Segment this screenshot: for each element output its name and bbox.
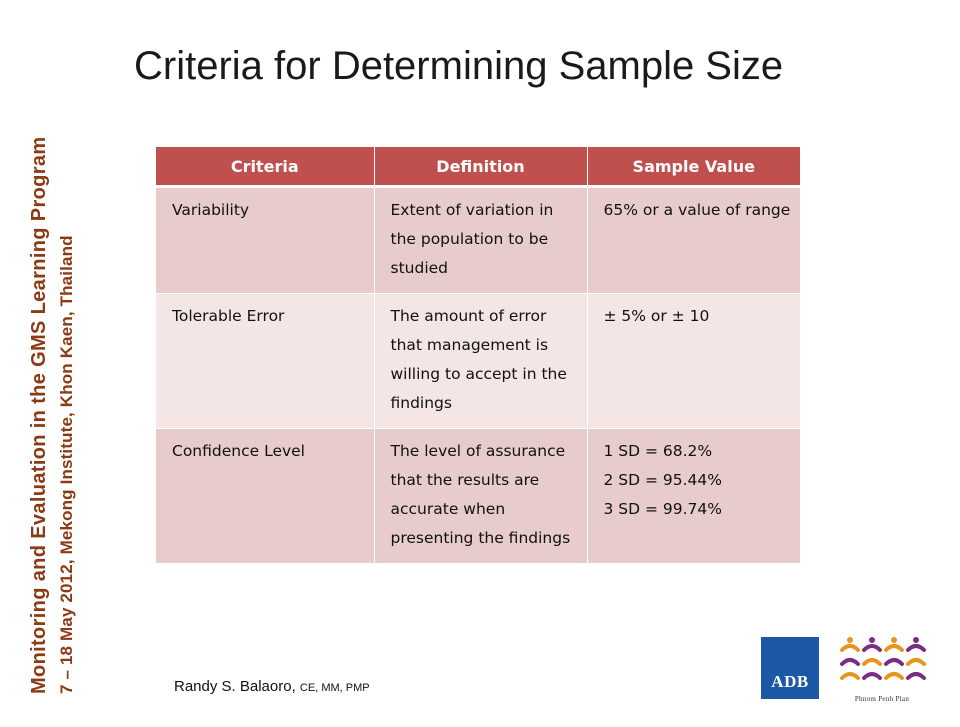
sidebar-date-location-line: 7 – 18 May 2012, Mekong Institute, Khon … (57, 235, 76, 694)
author-credit: Randy S. Balaoro, CE, MM, PMP (174, 678, 370, 695)
cell-sample-value: 1 SD = 68.2% 2 SD = 95.44% 3 SD = 99.74% (587, 428, 800, 564)
cell-sample-value: 65% or a value of range (587, 186, 800, 294)
cell-definition: The level of assurance that the results … (374, 428, 588, 564)
cell-criteria: Variability (156, 186, 375, 294)
sidebar-caption: Monitoring and Evaluation in the GMS Lea… (26, 74, 80, 694)
sample-value-line: 3 SD = 99.74% (603, 500, 723, 518)
cell-definition: Extent of variation in the population to… (374, 186, 588, 294)
sample-value-line: ± 5% or ± 10 (603, 307, 710, 325)
table-row-tolerable-error: Tolerable Error The amount of error that… (156, 293, 800, 429)
cell-definition: The amount of error that management is w… (374, 293, 588, 429)
cell-criteria: Confidence Level (156, 428, 375, 564)
cell-sample-value: ± 5% or ± 10 (587, 293, 800, 429)
table-row-confidence-level: Confidence Level The level of assurance … (156, 428, 800, 564)
author-name: Randy S. Balaoro, (174, 678, 296, 695)
sample-value-line: 1 SD = 68.2% (603, 442, 713, 460)
adb-logo: ADB (761, 637, 819, 699)
cell-criteria: Tolerable Error (156, 293, 375, 429)
header-criteria: Criteria (156, 147, 375, 188)
sample-value-line: 2 SD = 95.44% (603, 471, 723, 489)
sidebar-program-line: Monitoring and Evaluation in the GMS Lea… (28, 136, 50, 694)
ppp-logo-mark (840, 644, 926, 680)
table-header-row: Criteria Definition Sample Value (156, 147, 800, 188)
author-credentials: CE, MM, PMP (299, 682, 370, 694)
ppp-logo-dots (847, 637, 919, 643)
table-row-variability: Variability Extent of variation in the p… (156, 186, 800, 294)
header-definition: Definition (374, 147, 588, 188)
phnom-penh-plan-logo (840, 637, 926, 680)
slide-title: Criteria for Determining Sample Size (134, 44, 784, 88)
header-sample-value: Sample Value (587, 147, 800, 188)
criteria-table: Criteria Definition Sample Value Variabi… (156, 147, 800, 564)
sample-value-line: 65% or a value of range (603, 201, 791, 219)
ppp-logo-caption: Phnom Penh Plan (854, 695, 910, 703)
